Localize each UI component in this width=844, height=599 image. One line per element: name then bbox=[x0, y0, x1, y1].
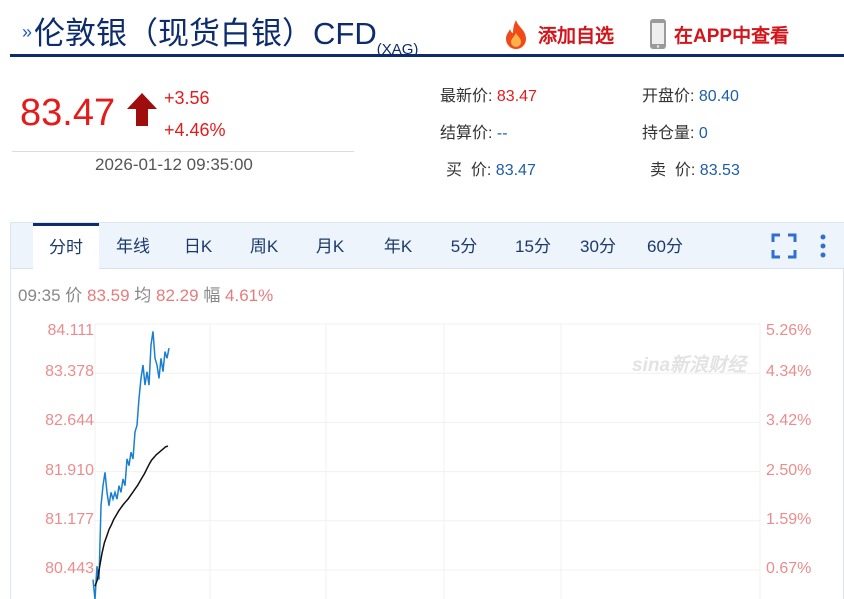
arrow-up-icon bbox=[127, 93, 157, 126]
average-line bbox=[94, 445, 169, 587]
field-latest: 最新价: 83.47 bbox=[440, 88, 537, 105]
tab-6[interactable]: 5分 bbox=[450, 237, 478, 256]
y-tick-label: 83.378 bbox=[45, 363, 94, 381]
field-ask: 卖 价: 83.53 bbox=[650, 162, 740, 179]
add-watchlist-button[interactable]: 添加自选 bbox=[500, 18, 614, 50]
tab-2[interactable]: 日K bbox=[183, 237, 213, 256]
tab-7[interactable]: 15分 bbox=[515, 237, 551, 256]
field-open-interest: 持仓量: 0 bbox=[642, 125, 708, 142]
tab-0[interactable]: 分时 bbox=[33, 223, 99, 269]
y-tick-label: 82.644 bbox=[45, 412, 94, 430]
chevron-right-icon: » bbox=[22, 22, 33, 42]
header-divider bbox=[10, 54, 844, 57]
field-bid: 买 价: 83.47 bbox=[446, 162, 536, 179]
crosshair-info: 09:35 价 83.59 均 82.29 幅 4.61% bbox=[18, 286, 274, 305]
y-right-tick-label: 4.34% bbox=[766, 363, 812, 381]
tab-3[interactable]: 周K bbox=[249, 237, 279, 256]
tab-4[interactable]: 月K bbox=[315, 237, 345, 256]
y-tick-label: 81.910 bbox=[45, 461, 94, 479]
view-in-app-button[interactable]: 在APP中查看 bbox=[648, 18, 789, 50]
y-tick-label: 80.443 bbox=[45, 560, 94, 577]
price-change: +3.56 bbox=[164, 88, 210, 108]
y-right-tick-label: 2.50% bbox=[766, 461, 812, 479]
field-settle: 结算价: -- bbox=[440, 125, 508, 142]
sina-watermark: sina新浪财经 bbox=[632, 355, 747, 376]
phone-icon bbox=[650, 19, 666, 49]
y-right-tick-label: 3.42% bbox=[766, 412, 812, 430]
price-line bbox=[92, 331, 170, 599]
y-tick-label: 84.111 bbox=[47, 322, 94, 339]
field-open: 开盘价: 80.40 bbox=[642, 88, 739, 105]
y-right-tick-label: 1.59% bbox=[766, 510, 812, 528]
fullscreen-icon[interactable] bbox=[771, 233, 797, 259]
price-change-pct: +4.46% bbox=[164, 120, 226, 140]
y-tick-label: 81.177 bbox=[45, 510, 94, 528]
fire-icon bbox=[506, 20, 526, 49]
chart-tabs: 分时 年线 日K 周K 月K 年K 5分 15分 30分 60分 bbox=[11, 223, 844, 269]
tab-5[interactable]: 年K bbox=[383, 237, 413, 256]
tab-8[interactable]: 30分 bbox=[580, 237, 616, 256]
tab-9[interactable]: 60分 bbox=[647, 237, 683, 256]
more-options-icon[interactable] bbox=[819, 233, 827, 259]
divider bbox=[12, 151, 354, 152]
y-right-tick-label: 5.26% bbox=[766, 322, 812, 339]
tab-1[interactable]: 年线 bbox=[116, 237, 150, 256]
quote-datetime: 2026-01-12 09:35:00 bbox=[95, 155, 253, 174]
y-right-tick-label: 0.67% bbox=[766, 560, 812, 577]
last-price: 83.47 bbox=[20, 92, 116, 134]
page-title: »伦敦银（现货白银）CFD(XAG) bbox=[22, 16, 419, 58]
